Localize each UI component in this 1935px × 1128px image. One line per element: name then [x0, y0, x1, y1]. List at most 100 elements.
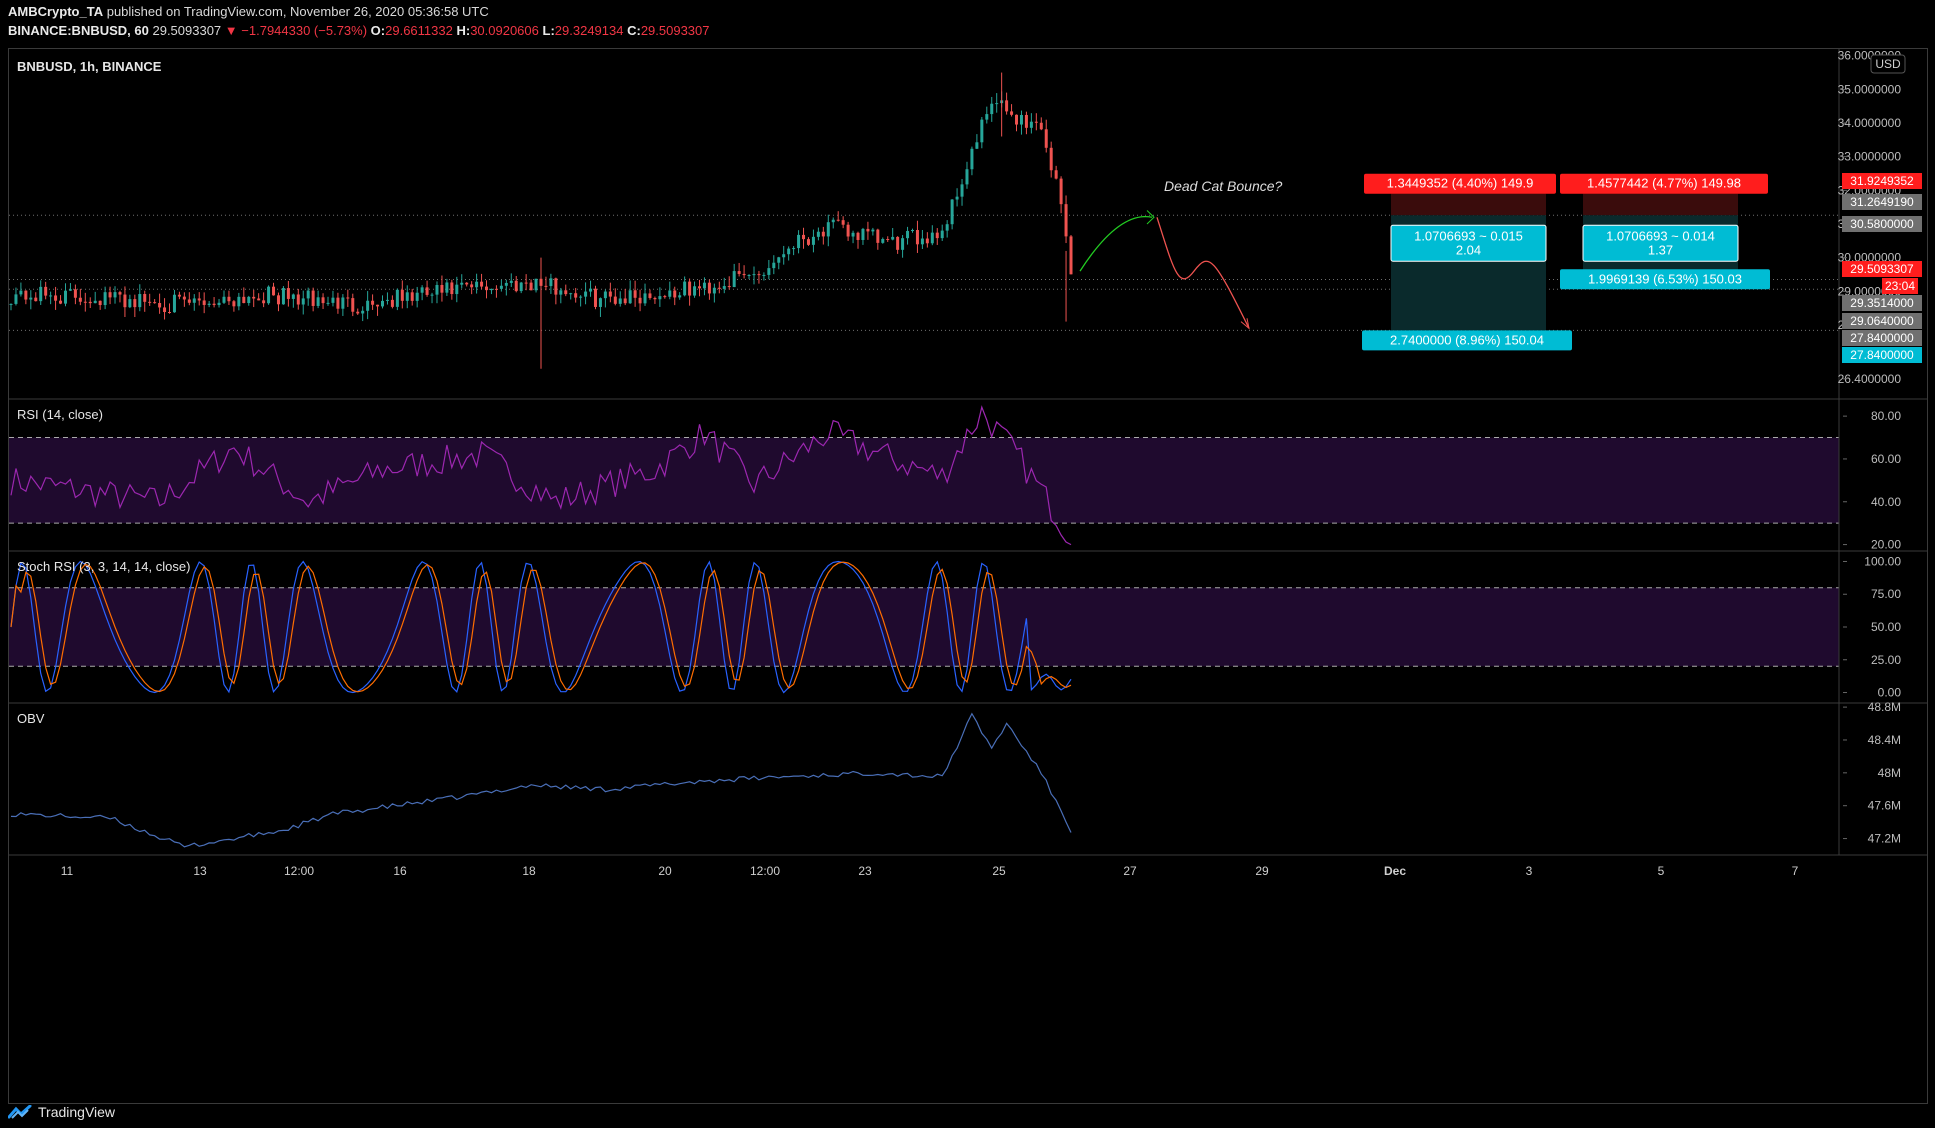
rsi-pane: [9, 405, 1839, 546]
candle-body: [311, 290, 315, 306]
chart-canvas[interactable]: 36.000000035.000000034.000000033.0000000…: [9, 49, 1927, 1103]
candle-body: [1044, 129, 1048, 148]
candle-body: [63, 290, 67, 304]
candle-body: [688, 281, 692, 296]
candle-body: [836, 219, 840, 221]
obv-y-tick: 48.8M: [1868, 700, 1901, 714]
candle-body: [1005, 100, 1009, 112]
price-y-tick: 33.0000000: [1838, 150, 1902, 164]
candle-body: [841, 220, 845, 225]
stop-label: 1.3449352 (4.40%) 149.9: [1387, 176, 1534, 191]
candle-body: [321, 297, 325, 304]
candle-body: [455, 284, 459, 295]
author-name[interactable]: AMBCrypto_TA: [8, 4, 104, 19]
candle-body: [742, 273, 746, 276]
candle-body: [489, 288, 493, 291]
candle-body: [559, 290, 563, 295]
candle-body: [910, 230, 914, 232]
candle-body: [306, 290, 310, 299]
candle-body: [222, 296, 226, 303]
candle-body: [316, 297, 320, 306]
candle-body: [187, 299, 191, 303]
candle-body: [197, 298, 201, 301]
currency-label: USD: [1875, 57, 1901, 71]
candle-body: [262, 300, 266, 304]
rsi-line: [10, 405, 1072, 546]
candle-body: [281, 288, 285, 305]
candle-body: [202, 300, 206, 305]
rsi-pane-title: RSI (14, close): [17, 407, 103, 422]
candle-body: [356, 311, 360, 314]
price-change: ▼ −1.7944330 (−5.73%): [224, 23, 368, 38]
symbol-label: BINANCE:BNBUSD, 60: [8, 23, 149, 38]
chart-frame[interactable]: 36.0000000 35.0000000 34.0000000 33.0000000…: [8, 48, 1928, 1104]
rsi-y-tick: 80.00: [1871, 409, 1901, 423]
candle-body: [920, 238, 924, 245]
candle-body: [509, 280, 513, 283]
x-tick: 23: [858, 864, 872, 878]
candle-body: [643, 293, 647, 304]
candle-body: [712, 287, 716, 294]
candle-body: [395, 289, 399, 307]
high-value: 30.0920606: [470, 23, 539, 38]
axes: 36.000000035.000000034.000000033.0000000…: [9, 49, 1927, 878]
candle-body: [772, 262, 776, 269]
candle-body: [158, 303, 162, 308]
candle-body: [569, 293, 573, 295]
candle-body: [935, 232, 939, 239]
candle-body: [390, 299, 394, 307]
price-axis-label: 29.3514000: [1850, 296, 1914, 310]
price-y-tick: 26.4000000: [1838, 372, 1902, 386]
candle-body: [1049, 147, 1053, 171]
candle-body: [336, 297, 340, 309]
candle-body: [227, 296, 231, 302]
candle-body: [39, 286, 43, 302]
close-value: 29.5093307: [640, 23, 710, 38]
tradingview-brand[interactable]: TradingView: [38, 1104, 116, 1120]
candle-body: [177, 294, 181, 297]
tradingview-logo-icon: [8, 1105, 32, 1119]
x-tick: 13: [193, 864, 207, 878]
candle-body: [128, 299, 132, 308]
candle-body: [232, 301, 236, 307]
candle-body: [301, 298, 305, 305]
candle-body: [702, 282, 706, 289]
candle-body: [906, 230, 910, 239]
candle-body: [286, 288, 290, 299]
candle-body: [861, 228, 865, 240]
stop-label-bg: [1560, 173, 1768, 194]
candle-body: [628, 290, 632, 304]
obv-pane: [10, 712, 1072, 848]
candle-body: [1029, 121, 1033, 128]
candle-body: [123, 294, 127, 308]
candle-body: [405, 292, 409, 301]
candle-body: [376, 304, 380, 307]
candle-body: [727, 286, 731, 288]
footer: TradingView: [8, 1100, 115, 1124]
candle-body: [435, 285, 439, 295]
candle-body: [821, 231, 825, 237]
candle-body: [529, 282, 533, 291]
candle-body: [975, 142, 979, 149]
candle-body: [68, 289, 72, 291]
candle-body: [717, 287, 721, 289]
candle-body: [564, 290, 568, 295]
candle-body: [995, 103, 999, 105]
price-axis-label-bg: [1842, 261, 1922, 277]
candle-body: [192, 298, 196, 303]
candle-body: [876, 229, 880, 243]
candle-body: [172, 294, 176, 313]
currency-button[interactable]: USD: [1870, 54, 1906, 74]
candle-body: [440, 285, 444, 293]
candle-body: [925, 238, 929, 244]
candle-body: [846, 224, 850, 237]
candle-body: [698, 286, 702, 289]
candle-body: [722, 286, 726, 289]
bounce-green-arrowhead: [1146, 210, 1155, 225]
candle-body: [673, 290, 677, 298]
stoch-d-line: [10, 561, 1072, 693]
candle-body: [762, 274, 766, 276]
candle-body: [361, 310, 365, 314]
candle-body: [380, 300, 384, 307]
candle-body: [78, 297, 82, 302]
